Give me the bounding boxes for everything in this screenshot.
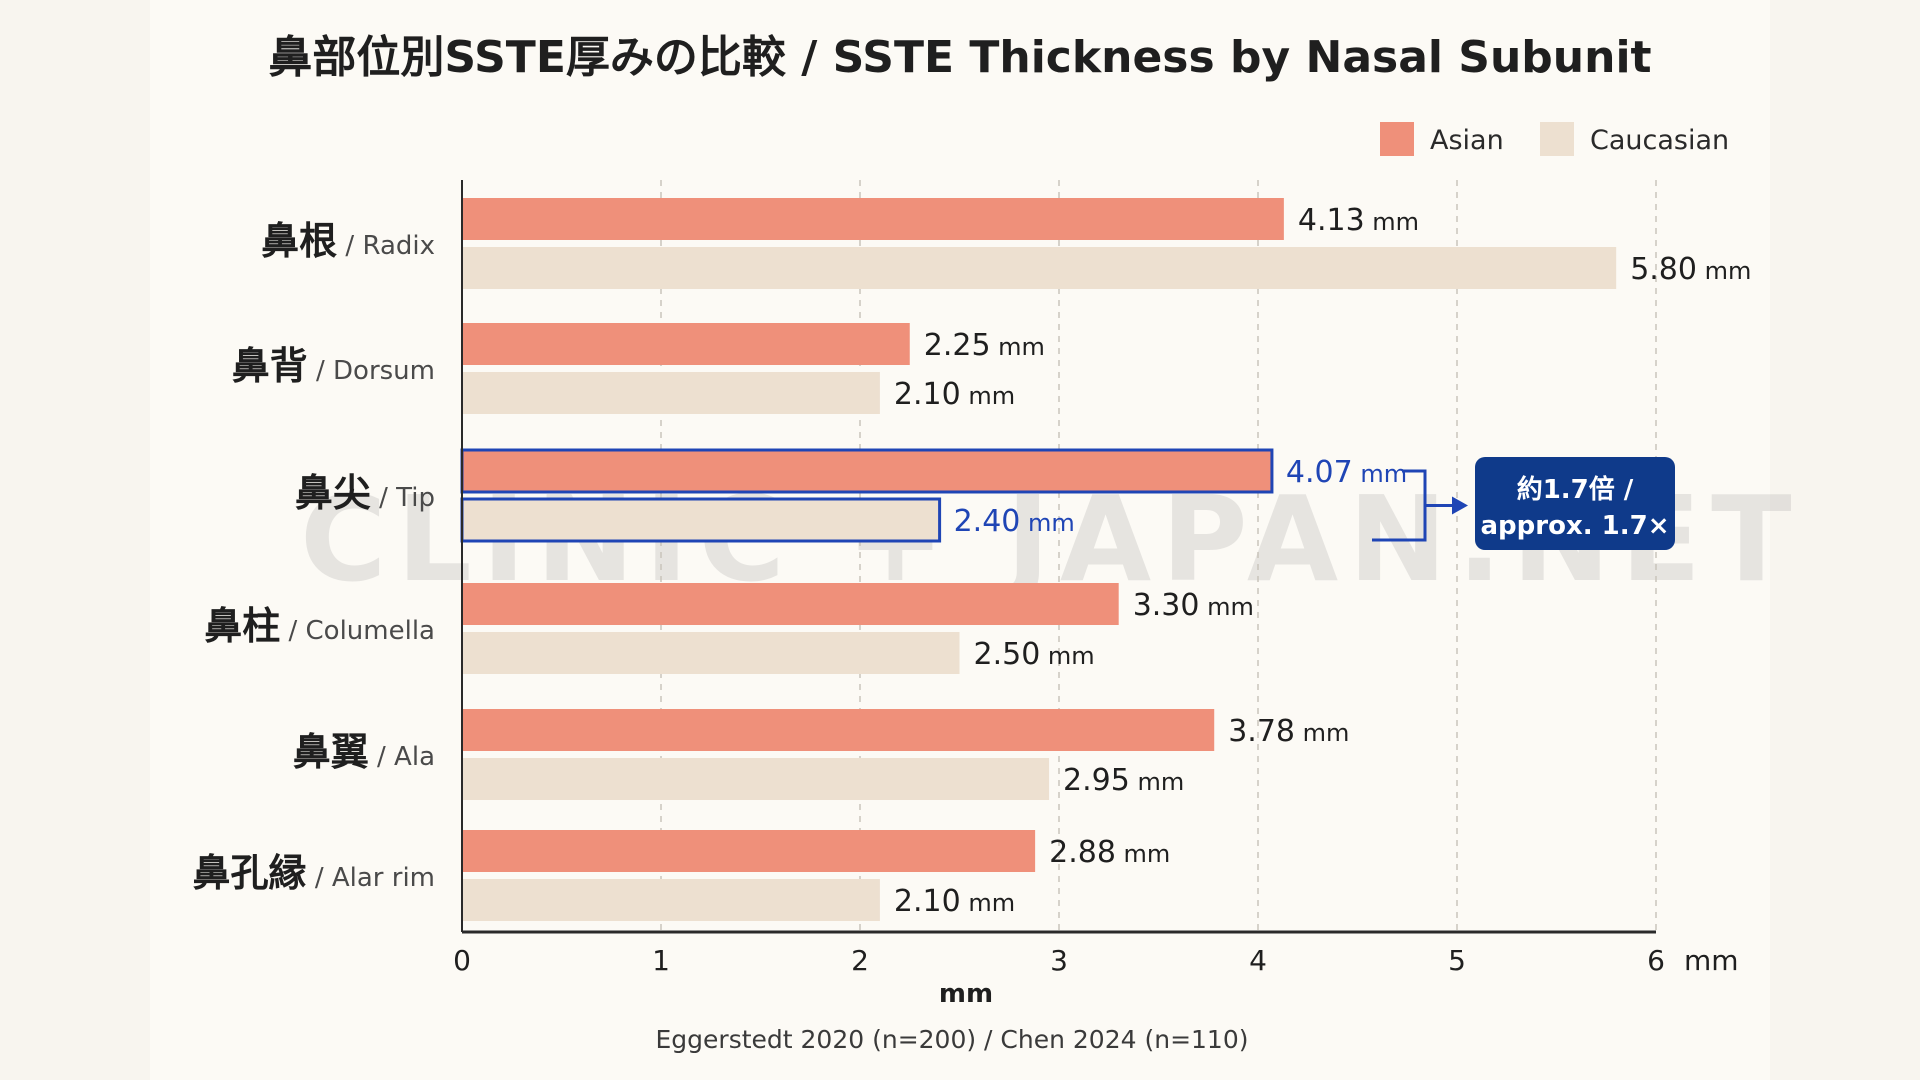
x-axis-label: mm xyxy=(939,979,993,1009)
callout-text-line-1: approx. 1.7× xyxy=(1481,511,1670,541)
x-tick-label-5: 5 xyxy=(1448,944,1466,977)
x-tick-label-0: 0 xyxy=(453,944,471,977)
bar-asian-columella xyxy=(462,583,1119,625)
value-label-caucasian-ala: 2.95 mm xyxy=(1063,763,1184,798)
value-label-caucasian-alar-rim: 2.10 mm xyxy=(894,884,1015,919)
bar-asian-ala xyxy=(462,709,1215,751)
legend-label-asian: Asian xyxy=(1430,125,1504,156)
x-axis: 0 1 2 3 4 5 6 mm mm xyxy=(453,180,1739,1009)
bar-caucasian-dorsum xyxy=(462,372,880,414)
value-label-asian-ala: 3.78 mm xyxy=(1228,714,1349,749)
grid-lines xyxy=(660,180,1657,932)
bar-asian-radix xyxy=(462,198,1284,240)
bar-caucasian-ala xyxy=(462,758,1050,800)
x-tick-label-6: 6 xyxy=(1647,944,1665,977)
x-tick-unit: mm xyxy=(1684,944,1739,977)
bar-asian-tip xyxy=(460,448,1274,494)
bar-caucasian-tip xyxy=(460,497,942,543)
source-note: Eggerstedt 2020 (n=200) / Chen 2024 (n=1… xyxy=(656,1025,1249,1054)
x-tick-label-3: 3 xyxy=(1050,944,1068,977)
legend-swatch-asian xyxy=(1380,122,1414,156)
callout-arrowhead xyxy=(1452,496,1468,515)
bar-caucasian-alar-rim xyxy=(462,879,880,921)
x-tick-label-2: 2 xyxy=(851,944,869,977)
value-label-asian-alar-rim: 2.88 mm xyxy=(1049,835,1170,870)
value-label-caucasian-tip: 2.40 mm xyxy=(954,504,1075,539)
legend-swatch-caucasian xyxy=(1540,122,1574,156)
chart-title: 鼻部位別SSTE厚みの比較 / SSTE Thickness by Nasal … xyxy=(268,32,1651,83)
x-tick-label-1: 1 xyxy=(652,944,670,977)
bar-asian-alar-rim xyxy=(462,830,1036,872)
bars: 4.13 mm 5.80 mm 2.25 mm 2.10 mm 4.07 mm 2.40 … xyxy=(460,198,1751,921)
value-label-asian-tip: 4.07 mm xyxy=(1286,455,1407,490)
category-label-dorsum: 鼻背 / Dorsum xyxy=(232,344,435,388)
callout-text-line-0: 約1.7倍 / xyxy=(1517,474,1634,505)
category-label-tip: 鼻尖 / Tip xyxy=(295,471,435,515)
value-label-caucasian-columella: 2.50 mm xyxy=(974,637,1095,672)
bar-asian-dorsum xyxy=(462,323,910,365)
legend: Asian Caucasian xyxy=(1380,122,1729,156)
x-tick-label-4: 4 xyxy=(1249,944,1267,977)
value-label-asian-dorsum: 2.25 mm xyxy=(924,328,1045,363)
legend-label-caucasian: Caucasian xyxy=(1590,125,1729,156)
category-label-columella: 鼻柱 / Columella xyxy=(204,604,435,648)
value-label-asian-radix: 4.13 mm xyxy=(1298,203,1419,238)
callout-box xyxy=(1475,457,1675,550)
value-label-caucasian-dorsum: 2.10 mm xyxy=(894,377,1015,412)
value-label-asian-columella: 3.30 mm xyxy=(1133,588,1254,623)
category-labels: 鼻根 / Radix 鼻背 / Dorsum 鼻尖 / Tip 鼻柱 / Colume… xyxy=(193,219,435,895)
value-label-caucasian-radix: 5.80 mm xyxy=(1630,252,1751,287)
bar-caucasian-radix xyxy=(462,247,1617,289)
bar-caucasian-columella xyxy=(462,632,960,674)
category-label-ala: 鼻翼 / Ala xyxy=(293,730,435,774)
category-label-radix: 鼻根 / Radix xyxy=(261,219,435,263)
callout: 約1.7倍 / approx. 1.7× xyxy=(1372,457,1675,550)
category-label-alar-rim: 鼻孔縁 / Alar rim xyxy=(193,851,435,895)
